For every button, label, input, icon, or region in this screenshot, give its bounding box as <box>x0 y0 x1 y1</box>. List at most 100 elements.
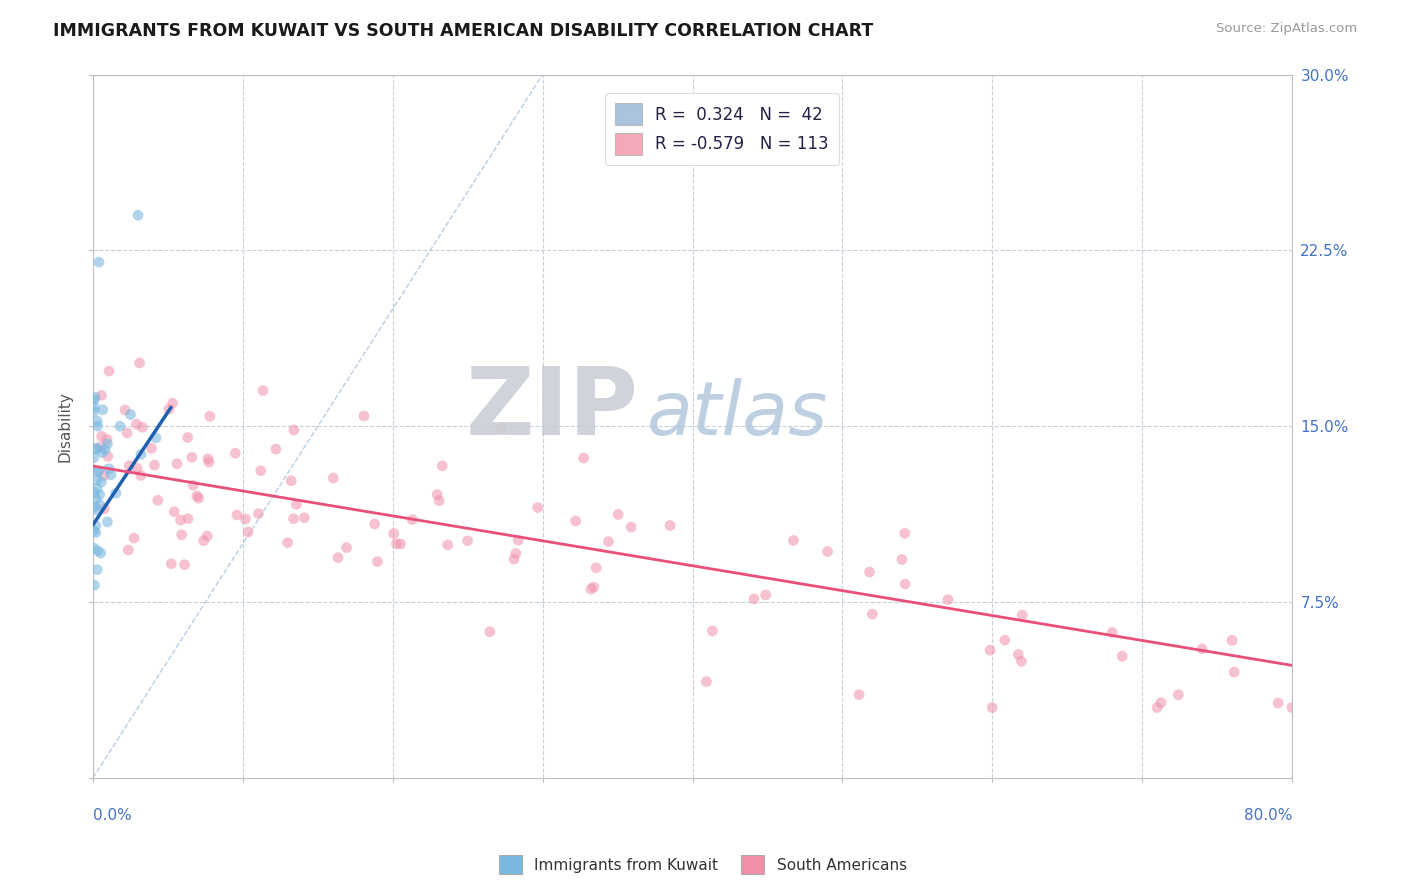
Point <box>187 491 209 505</box>
Point <box>782 533 804 548</box>
Point <box>236 524 259 539</box>
Point <box>582 580 605 594</box>
Point <box>1111 649 1133 664</box>
Point <box>283 423 305 437</box>
Point <box>848 688 870 702</box>
Point <box>86 419 108 434</box>
Point <box>427 493 450 508</box>
Point <box>97 450 120 464</box>
Point <box>125 417 148 432</box>
Point <box>98 364 121 378</box>
Point <box>385 537 408 551</box>
Point <box>94 442 117 457</box>
Point <box>83 578 105 592</box>
Point <box>382 526 405 541</box>
Point <box>860 607 883 621</box>
Point <box>177 512 200 526</box>
Point <box>96 433 118 447</box>
Point <box>125 461 148 475</box>
Point <box>224 446 246 460</box>
Point <box>426 487 449 501</box>
Point <box>90 546 112 560</box>
Point <box>169 513 191 527</box>
Point <box>283 512 305 526</box>
Point <box>247 507 270 521</box>
Point <box>579 582 602 596</box>
Point <box>893 526 915 541</box>
Point <box>100 467 122 482</box>
Point <box>146 493 169 508</box>
Point <box>326 550 349 565</box>
Point <box>195 529 218 543</box>
Point <box>160 557 183 571</box>
Text: Source: ZipAtlas.com: Source: ZipAtlas.com <box>1216 22 1357 36</box>
Point <box>89 440 111 454</box>
Point <box>86 482 108 496</box>
Point <box>83 485 105 500</box>
Point <box>659 518 682 533</box>
Point <box>86 544 108 558</box>
Point <box>118 458 141 473</box>
Point <box>96 515 118 529</box>
Point <box>84 492 107 507</box>
Point <box>198 409 221 424</box>
Point <box>84 390 107 404</box>
Point <box>193 533 215 548</box>
Point <box>292 511 315 525</box>
Point <box>83 392 105 407</box>
Point <box>457 533 479 548</box>
Point <box>129 468 152 483</box>
Point <box>131 420 153 434</box>
Point <box>936 592 959 607</box>
Point <box>478 624 501 639</box>
Point <box>1007 648 1029 662</box>
Point <box>91 445 114 459</box>
Point <box>176 430 198 444</box>
Point <box>979 643 1001 657</box>
Point <box>280 474 302 488</box>
Point <box>598 534 620 549</box>
Point <box>89 487 111 501</box>
Point <box>353 409 375 423</box>
Point <box>1223 665 1246 680</box>
Point <box>90 429 112 443</box>
Point <box>104 486 127 500</box>
Point <box>1146 700 1168 714</box>
Text: 0.0%: 0.0% <box>93 808 132 823</box>
Point <box>83 524 105 538</box>
Legend: Immigrants from Kuwait, South Americans: Immigrants from Kuwait, South Americans <box>494 849 912 880</box>
Point <box>180 450 202 465</box>
Point <box>277 535 299 549</box>
Point <box>122 531 145 545</box>
Point <box>366 555 388 569</box>
Point <box>695 674 717 689</box>
Point <box>1220 633 1243 648</box>
Point <box>115 425 138 440</box>
Point <box>89 498 111 512</box>
Point <box>83 450 105 465</box>
Point <box>1267 696 1289 710</box>
Point <box>83 541 105 555</box>
Point <box>98 461 121 475</box>
Point <box>93 468 115 483</box>
Point <box>564 514 586 528</box>
Point <box>742 591 765 606</box>
Point <box>1281 700 1303 714</box>
Point <box>170 528 193 542</box>
Text: ZIP: ZIP <box>465 363 638 455</box>
Point <box>145 431 167 445</box>
Point <box>1167 688 1189 702</box>
Point <box>86 414 108 428</box>
Point <box>108 419 131 434</box>
Point <box>505 546 527 560</box>
Point <box>894 577 917 591</box>
Point <box>1010 654 1032 668</box>
Point <box>401 513 423 527</box>
Point <box>197 451 219 466</box>
Point <box>264 442 287 456</box>
Point <box>87 464 110 478</box>
Point <box>127 208 149 222</box>
Point <box>96 436 118 450</box>
Legend: R =  0.324   N =  42, R = -0.579   N = 113: R = 0.324 N = 42, R = -0.579 N = 113 <box>605 94 838 164</box>
Point <box>90 475 112 489</box>
